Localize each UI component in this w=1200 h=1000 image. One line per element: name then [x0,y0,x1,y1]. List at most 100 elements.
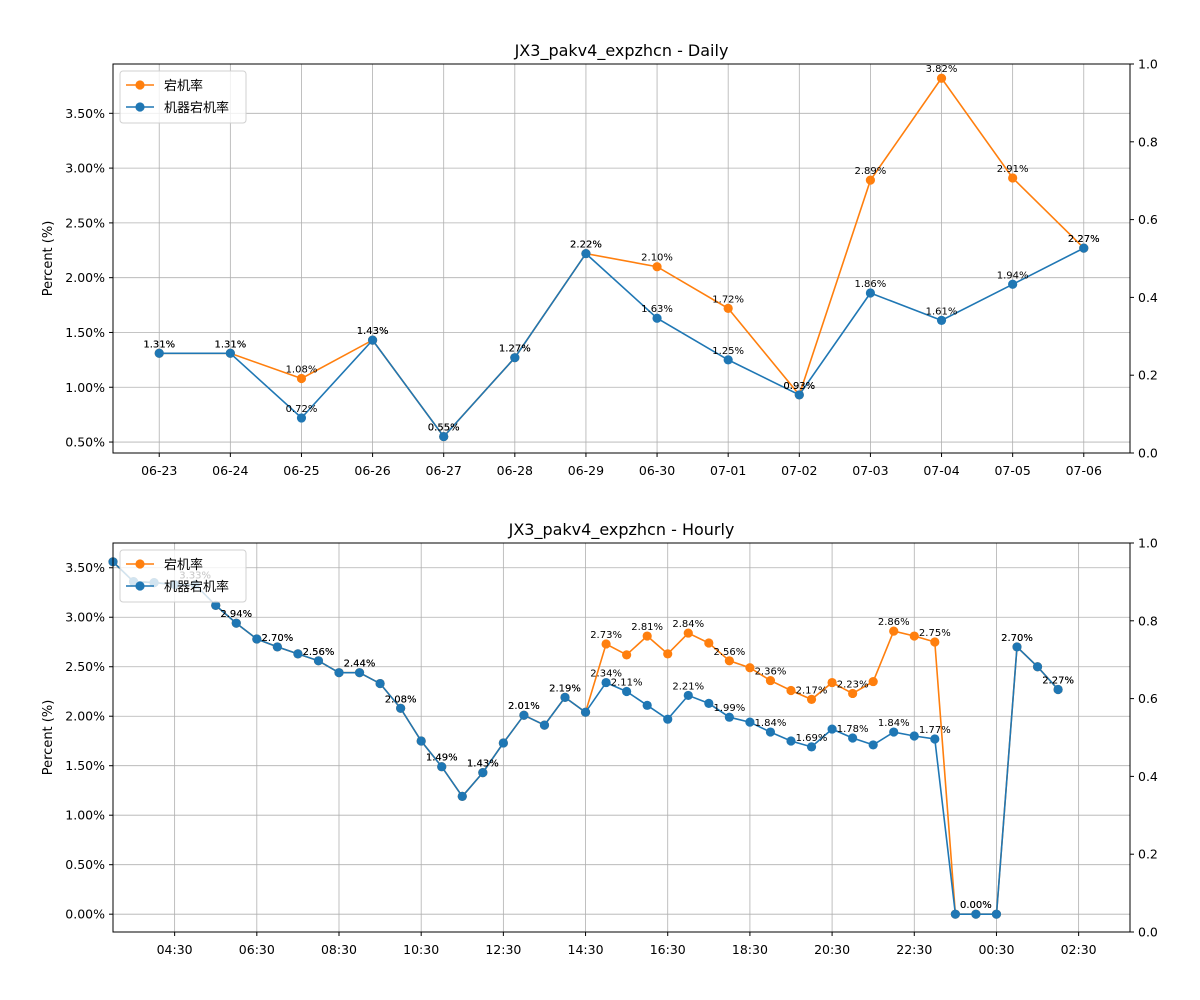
x-tick-label: 06-23 [141,463,177,478]
y-tick-label: 2.50% [65,215,105,230]
data-label: 2.08% [385,694,417,705]
data-label: 1.78% [837,724,869,735]
data-label: 1.61% [926,306,958,317]
data-label: 2.86% [878,617,910,628]
y-tick-label: 0.50% [65,435,105,450]
data-label: 2.75% [919,628,951,639]
data-label: 2.21% [672,681,704,692]
data-point [231,618,241,628]
x-tick-label: 00:30 [978,942,1014,957]
data-label: 2.27% [1068,234,1100,245]
legend-entry: 宕机率 [164,78,203,94]
plot-frame [112,542,1131,933]
data-label: 2.70% [1001,633,1033,644]
data-point [724,656,734,666]
data-label: 1.49% [426,753,458,764]
data-label: 2.89% [855,166,887,177]
y-tick-label: 0.50% [65,857,105,872]
data-point [296,373,307,384]
data-point [765,727,776,737]
data-label: 2.70% [261,633,293,644]
data-label: 2.19% [549,683,581,694]
data-point [334,668,344,678]
data-label: 2.84% [672,619,704,630]
x-tick-label: 07-01 [710,463,746,478]
data-point [652,313,662,323]
data-label: 0.72% [286,404,318,415]
data-label: 2.91% [997,164,1029,175]
data-label: 2.01% [508,701,540,712]
data-point [313,656,324,666]
data-label: 0.93% [783,381,815,392]
data-label: 2.70% [261,633,293,644]
data-point [971,909,981,919]
data-label: 3.82% [926,64,958,75]
data-point [439,431,449,442]
data-point [724,712,734,722]
data-point [889,727,899,737]
data-point [868,740,878,750]
data-label: 2.27% [1068,234,1100,245]
legend-swatch-marker [135,102,145,112]
chart-title: JX3_pakv4_expzhcn - Hourly [508,520,735,540]
data-label: 2.08% [385,694,417,705]
data-point [704,698,714,708]
x-tick-label: 04:30 [157,942,193,957]
x-tick-label: 06-26 [354,463,390,478]
data-point [560,692,570,703]
data-point [745,663,755,673]
data-point [622,650,632,660]
y-tick-label: 1.50% [65,758,105,773]
data-point [704,638,714,648]
y2-tick-label: 0.2 [1138,368,1158,383]
y2-tick-label: 0.6 [1138,691,1158,706]
y-tick-label: 3.00% [65,161,105,176]
data-point [601,677,611,688]
data-point [293,649,303,659]
data-label: 1.99% [713,703,745,714]
data-point [786,736,796,746]
data-label: 1.08% [286,364,318,375]
data-point [296,413,307,423]
chart-panel-hourly: 04:30 06:30 08:30 10:30 12:30 14:30 16:30 18:30… [41,520,1158,957]
data-point [683,628,693,638]
data-point [581,248,591,259]
data-label: 2.73% [590,630,622,641]
legend-swatch-marker [135,581,145,591]
legend-box [119,70,247,124]
legend-swatch-marker [135,80,145,90]
x-tick-label: 02:30 [1061,942,1097,957]
x-tick-label: 22:30 [896,942,932,957]
data-point [745,717,755,727]
y-tick-label: 3.50% [65,106,105,121]
data-label: 2.22% [570,240,602,251]
data-point [375,678,385,689]
data-point [786,685,796,696]
data-point [1008,279,1018,289]
y-tick-label: 3.50% [65,560,105,575]
data-label: 2.56% [713,647,745,658]
data-point [652,262,662,272]
data-point [991,909,1002,919]
y2-tick-label: 0.0 [1138,925,1158,940]
y-axis-label: Percent (%) [41,221,56,297]
x-tick-label: 07-02 [781,463,817,478]
x-tick-label: 12:30 [485,942,521,957]
data-label: 1.43% [357,326,389,337]
y2-tick-label: 0.4 [1138,769,1158,784]
data-label: 0.00% [960,900,992,911]
legend-swatch-marker [135,559,145,569]
data-point [1032,662,1043,672]
data-label: 2.19% [549,683,581,694]
data-point [794,390,804,400]
data-point [865,288,876,298]
data-point [806,742,817,752]
data-label: 2.23% [837,679,869,690]
data-point [252,634,262,644]
data-label: 2.81% [631,622,663,633]
data-point [865,175,876,185]
data-label: 1.63% [641,304,673,315]
data-label: 2.36% [755,667,787,678]
data-point [723,355,733,365]
